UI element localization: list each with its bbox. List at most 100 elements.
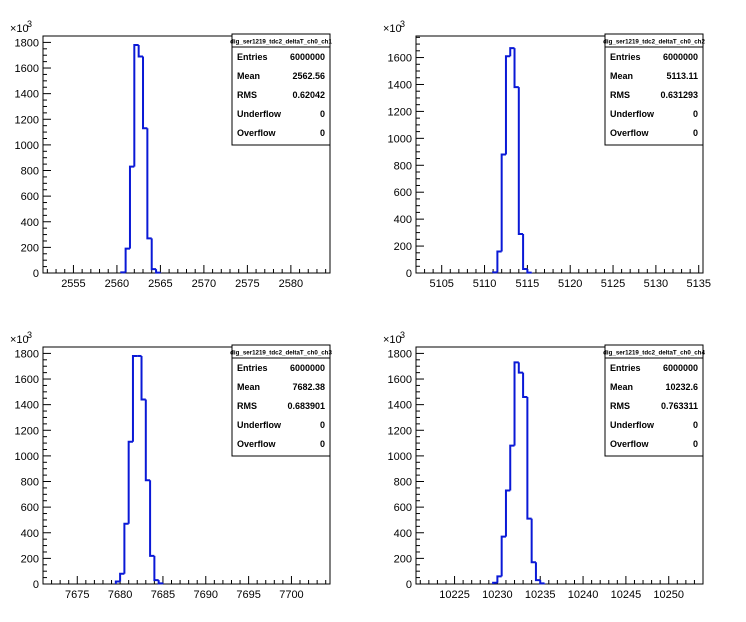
stats-label: Overflow <box>237 439 277 449</box>
stats-label: Overflow <box>237 128 277 138</box>
y-tick-label: 200 <box>21 553 39 565</box>
y-tick-label: 800 <box>394 160 412 172</box>
histogram-bin <box>114 580 121 584</box>
histogram-bin <box>500 153 506 252</box>
stats-value: 0 <box>320 439 325 449</box>
histogram-bin <box>124 247 130 273</box>
y-tick-label: 1000 <box>388 451 412 463</box>
y-tick-label: 200 <box>394 553 412 565</box>
stats-title: dig_ser1219_tdc2_deltaT_ch0_ch3 <box>230 350 332 357</box>
y-tick-label: 1000 <box>15 140 39 152</box>
x-tick-label: 2580 <box>279 278 303 290</box>
stats-box-frame <box>604 33 704 146</box>
stats-label: Overflow <box>610 128 650 138</box>
x-tick-label: 5105 <box>429 278 453 290</box>
stats-box-frame <box>231 344 331 457</box>
y-tick-label: 400 <box>21 528 39 540</box>
stats-label: RMS <box>237 90 257 100</box>
y-multiplier-exponent: 3 <box>400 19 405 29</box>
y-multiplier-exponent: 3 <box>27 19 32 29</box>
y-tick-label: 200 <box>394 241 412 253</box>
histogram-bin <box>128 165 135 249</box>
y-tick-label: 1400 <box>388 79 412 91</box>
histogram-bin <box>539 580 545 585</box>
stats-box: dig_ser1219_tdc2_deltaT_ch0_ch2 Entries 60… <box>603 33 705 146</box>
stats-label: Underflow <box>610 420 655 430</box>
stats-value: 2562.56 <box>292 71 325 81</box>
histogram-bin <box>140 355 146 401</box>
histogram-bin <box>504 55 511 155</box>
histogram-bin <box>522 372 528 398</box>
stats-value: 6000000 <box>663 52 698 62</box>
stats-value: 6000000 <box>290 52 325 62</box>
stats-value: 6000000 <box>290 363 325 373</box>
stats-box-frame <box>604 344 704 457</box>
histogram-bin <box>120 271 126 274</box>
x-tick-label: 7700 <box>279 589 303 601</box>
stats-box: dig_ser1219_tdc2_deltaT_ch0_ch1 Entries 60… <box>230 33 332 146</box>
stats-value: 0.763311 <box>661 401 698 411</box>
y-tick-label: 1400 <box>388 400 412 412</box>
x-tick-label: 5110 <box>473 278 497 290</box>
x-tick-label: 10250 <box>653 589 684 601</box>
y-tick-label: 1000 <box>15 451 39 463</box>
histogram-bin <box>513 48 519 89</box>
histogram-bin <box>137 44 144 58</box>
x-tick-label: 10230 <box>482 589 513 601</box>
stats-label: Underflow <box>237 109 282 119</box>
x-tick-label: 5135 <box>686 278 710 290</box>
stats-box: dig_ser1219_tdc2_deltaT_ch0_ch4 Entries 60… <box>603 344 705 457</box>
y-multiplier-exponent: 3 <box>27 330 32 340</box>
histogram-bin <box>500 535 506 577</box>
histogram-bin <box>119 572 125 582</box>
y-tick-label: 1600 <box>388 374 412 386</box>
stats-label: Mean <box>610 71 633 81</box>
histogram-bin <box>155 269 161 274</box>
histogram-bin <box>517 362 524 374</box>
y-tick-label: 800 <box>21 477 39 489</box>
y-tick-label: 1400 <box>15 89 39 101</box>
stats-value: 0.683901 <box>287 401 325 411</box>
y-tick-label: 1200 <box>15 114 39 126</box>
x-tick-label: 10235 <box>525 589 556 601</box>
y-tick-label: 1200 <box>388 106 412 118</box>
x-tick-label: 5125 <box>601 278 625 290</box>
y-tick-label: 1600 <box>15 63 39 75</box>
y-tick-label: 0 <box>406 579 412 591</box>
y-tick-label: 600 <box>394 502 412 514</box>
y-tick-label: 0 <box>33 268 39 280</box>
stats-title: dig_ser1219_tdc2_deltaT_ch0_ch4 <box>603 350 705 357</box>
histogram-bin <box>123 522 129 574</box>
histogram-bin <box>513 361 519 446</box>
histogram-bin <box>146 128 152 240</box>
x-tick-label: 2555 <box>61 278 85 290</box>
histogram-pad: 0 200 400 600 800 1000 1200 1400 1600 1800 7675 768… <box>10 330 332 601</box>
x-tick-label: 7695 <box>236 589 260 601</box>
y-tick-label: 600 <box>21 191 39 203</box>
stats-box: dig_ser1219_tdc2_deltaT_ch0_ch3 Entries 60… <box>230 344 332 457</box>
x-tick-label: 2575 <box>235 278 259 290</box>
histogram-pad: 0 200 400 600 800 1000 1200 1400 1600 5105 5110 511… <box>383 19 711 290</box>
histogram-pad: 0 200 400 600 800 1000 1200 1400 1600 1800 10225 10… <box>383 330 705 601</box>
x-tick-label: 10225 <box>439 589 470 601</box>
x-tick-label: 7680 <box>108 589 132 601</box>
stats-value: 0 <box>693 420 698 430</box>
y-tick-label: 1000 <box>388 133 412 145</box>
stats-value: 0.62042 <box>292 90 325 100</box>
stats-label: RMS <box>610 90 630 100</box>
stats-value: 0 <box>693 109 698 119</box>
y-multiplier-label: ×10 <box>383 334 402 346</box>
stats-value: 0 <box>320 109 325 119</box>
stats-label: Entries <box>610 52 641 62</box>
stats-value: 0.631293 <box>660 90 698 100</box>
histogram-bin <box>530 518 536 564</box>
stats-value: 0 <box>320 128 325 138</box>
x-tick-label: 5130 <box>644 278 668 290</box>
stats-label: Underflow <box>610 109 655 119</box>
y-tick-label: 1400 <box>15 400 39 412</box>
x-tick-label: 2565 <box>148 278 172 290</box>
y-tick-label: 400 <box>21 217 39 229</box>
y-tick-label: 1200 <box>15 425 39 437</box>
y-tick-label: 800 <box>394 477 412 489</box>
